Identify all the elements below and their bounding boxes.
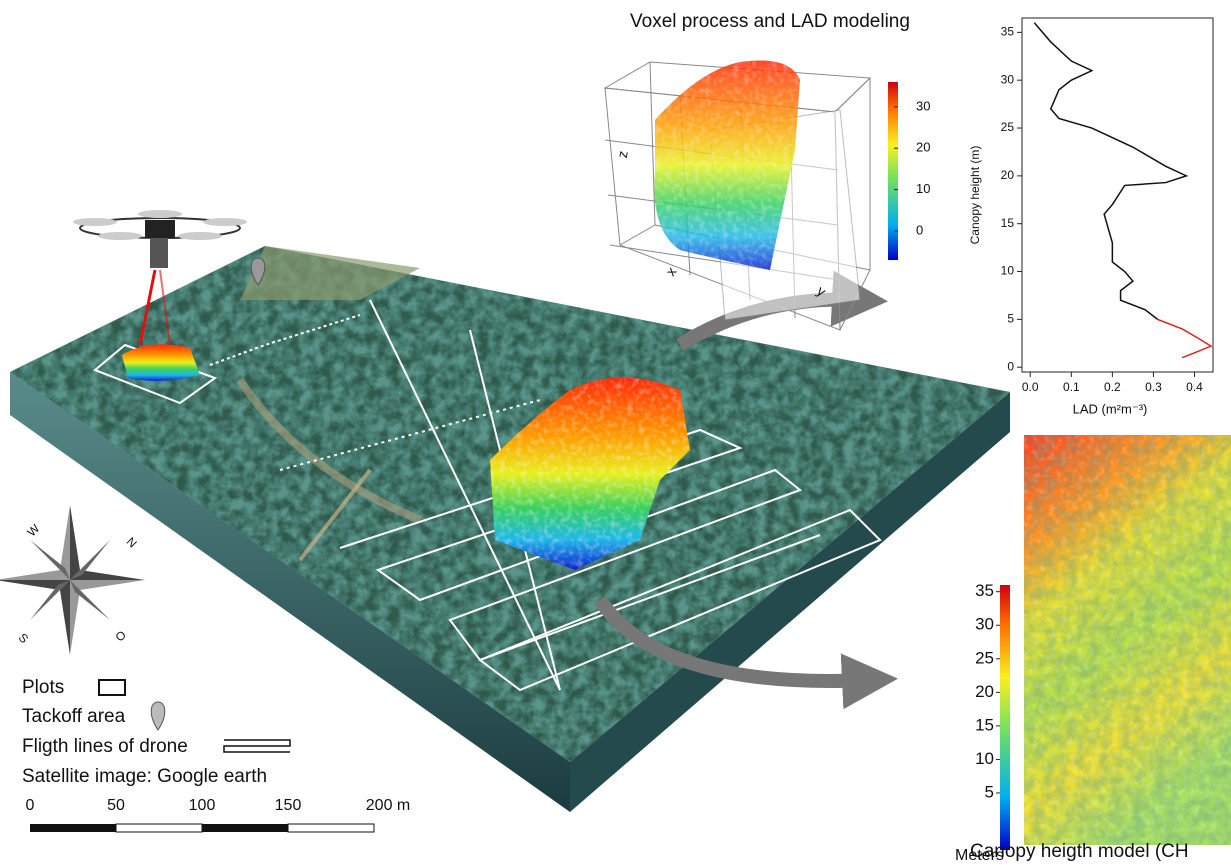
scale-label: 0 — [26, 797, 35, 814]
x-tick-label: 0.2 — [1104, 380, 1121, 394]
y-tick-label: 20 — [1001, 168, 1015, 182]
colorbar-tick-label: 30 — [975, 615, 994, 634]
y-tick-label: 0 — [1007, 359, 1014, 373]
y-tick-label: 15 — [1001, 216, 1015, 230]
colorbar-tick-label: 30 — [916, 98, 930, 113]
colorbar-tick-label: 25 — [975, 648, 994, 667]
figure: Voxel process and LAD modeling x y z 051… — [0, 0, 1231, 865]
compass-n: N — [124, 534, 140, 550]
x-tick-label: 0.4 — [1186, 380, 1203, 394]
y-tick-label: 30 — [1001, 72, 1015, 86]
legend-takeoff: Tackoff area — [22, 706, 126, 727]
y-tick-label: 10 — [1001, 264, 1015, 278]
colorbar-tick-label: 0 — [916, 222, 923, 237]
colorbar-tick-label: 5 — [985, 782, 994, 801]
lad-plot-frame — [1022, 18, 1213, 372]
legend-flight-icon — [224, 740, 290, 752]
legend-flight: Fligth lines of drone — [22, 736, 188, 757]
compass-o: O — [112, 628, 129, 645]
voxel-colorbar — [888, 82, 898, 260]
scale-label: 50 — [107, 797, 125, 814]
voxel-axis-z: z — [614, 149, 631, 159]
chm-colorbar — [1000, 585, 1010, 850]
scale-bar: 0 50 100 150 200 m — [26, 797, 411, 832]
y-axis-label: Canopy height (m) — [968, 146, 982, 245]
colorbar-tick-label: 15 — [975, 715, 994, 734]
chm-map — [1024, 435, 1231, 845]
colorbar-tick-label: 10 — [916, 181, 930, 196]
legend-takeoff-icon — [151, 702, 165, 730]
colorbar-tick-label: 10 — [975, 749, 994, 768]
colorbar-tick-label: 35 — [975, 581, 994, 600]
y-tick-label: 5 — [1007, 312, 1014, 326]
x-tick-label: 0.0 — [1022, 380, 1039, 394]
x-axis-label: LAD (m²m⁻³) — [1073, 401, 1148, 416]
compass-w: W — [24, 521, 42, 539]
y-tick-label: 35 — [1001, 25, 1015, 39]
legend-plots-icon — [99, 680, 125, 695]
voxel-title: Voxel process and LAD modeling — [630, 11, 910, 32]
compass-s: S — [16, 630, 32, 646]
y-tick-label: 25 — [1001, 120, 1015, 134]
colorbar-tick-label: 20 — [916, 140, 930, 155]
voxel-axis-x: x — [662, 264, 679, 279]
x-tick-label: 0.1 — [1063, 380, 1080, 394]
legend-source: Satellite image: Google earth — [22, 766, 267, 787]
colorbar-tick-label: 20 — [975, 682, 994, 701]
scale-label: 100 — [189, 797, 216, 814]
scale-label: 150 — [275, 797, 302, 814]
scale-label: 200 m — [366, 797, 410, 814]
x-tick-label: 0.3 — [1145, 380, 1162, 394]
chm-caption: Canopy heigth model (CH — [970, 841, 1189, 862]
legend-plots: Plots — [22, 677, 64, 698]
